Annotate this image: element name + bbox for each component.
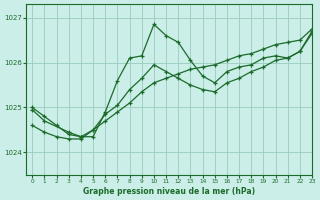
X-axis label: Graphe pression niveau de la mer (hPa): Graphe pression niveau de la mer (hPa) bbox=[83, 187, 255, 196]
